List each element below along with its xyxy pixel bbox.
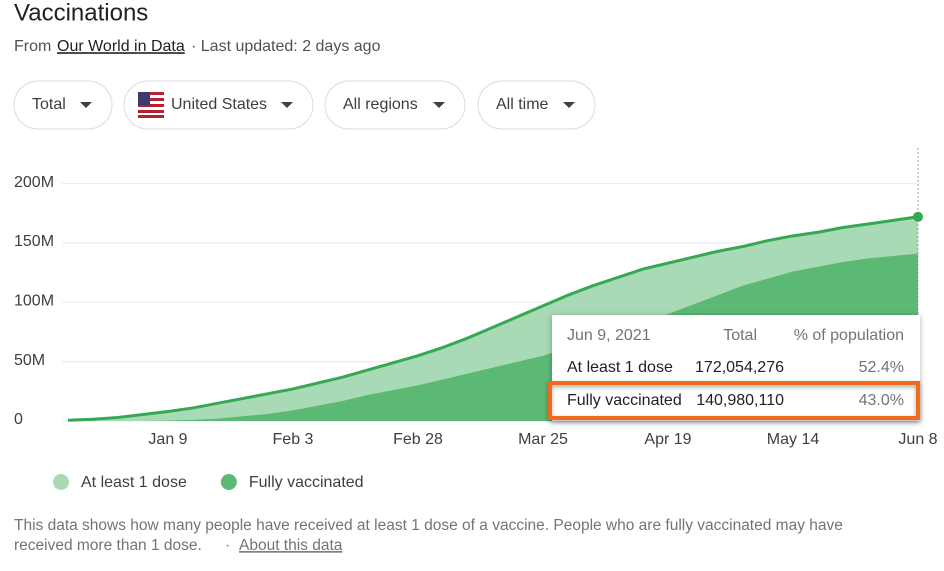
y-tick-label: 150M [14, 233, 54, 250]
tooltip-row-label: Fully vaccinated [567, 392, 682, 409]
tooltip-header: % of population [794, 327, 904, 344]
legend-swatch [220, 474, 237, 490]
filter-label: United States [171, 96, 267, 113]
legend: At least 1 dose Fully vaccinated [53, 474, 364, 491]
tooltip-total: 140,980,110 [696, 392, 784, 409]
x-tick-label: Apr 19 [644, 431, 691, 448]
pill [123, 80, 314, 130]
filter-total[interactable]: Total [13, 80, 113, 130]
line [67, 215, 919, 422]
x-tick-label: Mar 25 [518, 431, 568, 448]
caret [563, 102, 575, 108]
flag [138, 92, 164, 118]
pill [13, 80, 113, 130]
x-tick-label: Jan 9 [148, 431, 187, 448]
pill [477, 80, 596, 130]
y-tick-label: 200M [14, 174, 54, 191]
y-tick-label: 0 [14, 411, 23, 428]
legend-swatch [53, 474, 69, 490]
x-tick-label: Jun 8 [898, 431, 937, 448]
filter-time[interactable]: All time [477, 80, 596, 130]
end-point [913, 211, 923, 222]
filter-country[interactable]: United States [123, 80, 314, 130]
tooltip-row-label: At least 1 dose [567, 359, 673, 376]
source-prefix: From [14, 38, 51, 55]
tooltip-box [552, 315, 920, 421]
caret [281, 102, 293, 108]
legend-label: At least 1 dose [81, 474, 187, 491]
tooltip-date: Jun 9, 2021 [567, 327, 651, 344]
title: Vaccinations [14, 0, 148, 26]
about-link[interactable]: About this data [239, 537, 343, 554]
footer-text: This data shows how many people have rec… [14, 517, 843, 534]
updated: · Last updated: 2 days ago [191, 38, 381, 55]
filter-label: All regions [343, 96, 418, 113]
caret [80, 102, 92, 108]
tooltip-percent: 43.0% [859, 392, 904, 409]
separator: · [225, 537, 230, 554]
pill [324, 80, 466, 130]
tooltip: Jun 9, 2021 Total % of population At lea… [548, 315, 920, 421]
tooltip-percent: 52.4% [859, 359, 904, 376]
y-tick-label: 50M [14, 352, 45, 369]
x-tick-label: Feb 28 [393, 431, 443, 448]
source-link[interactable]: Our World in Data [57, 38, 185, 55]
y-tick-label: 100M [14, 293, 54, 310]
tooltip-header: Total [723, 327, 757, 344]
highlight [548, 381, 920, 420]
filter-label: Total [32, 96, 66, 113]
caret [433, 102, 445, 108]
filter-regions[interactable]: All regions [324, 80, 466, 130]
x-tick-label: Feb 3 [273, 431, 314, 448]
x-tick-label: May 14 [767, 431, 820, 448]
filter-label: All time [496, 96, 549, 113]
legend-label: Fully vaccinated [249, 474, 364, 491]
footer-text: received more than 1 dose. [14, 537, 202, 554]
tooltip-total: 172,054,276 [695, 359, 784, 376]
